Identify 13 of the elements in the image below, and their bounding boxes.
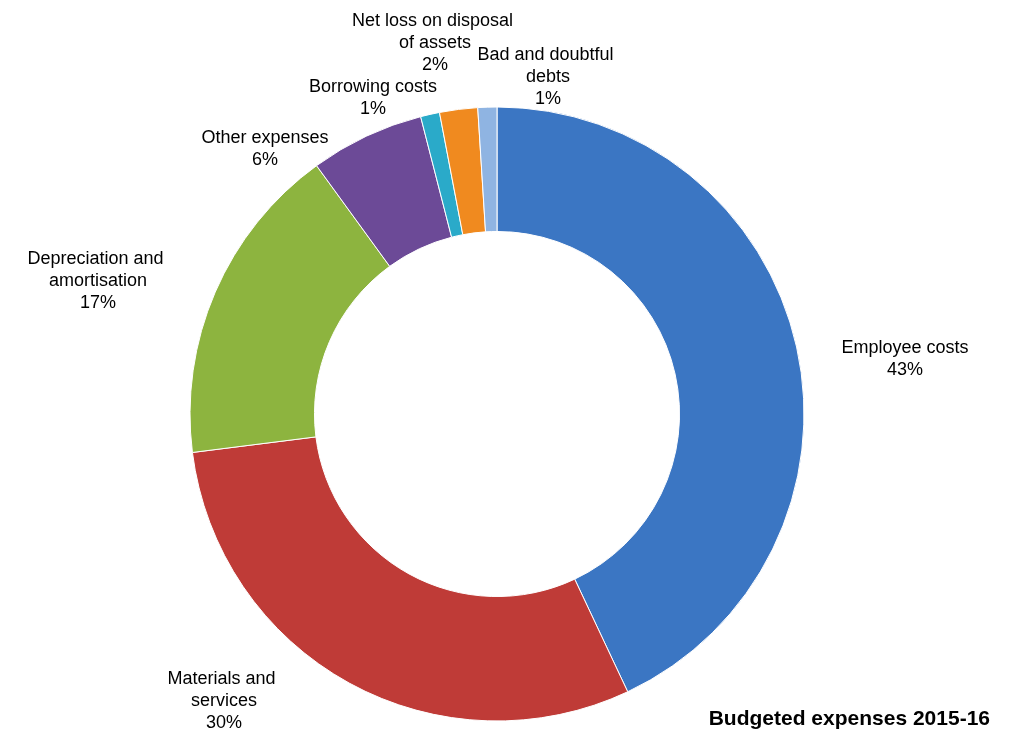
data-label: 6% [251, 149, 279, 169]
data-label: 30% [205, 712, 243, 732]
data-label: 17% [79, 292, 117, 312]
text: Budgeted expenses 2015-16 [708, 706, 990, 729]
data-label: 43% [886, 359, 924, 379]
slice-label: Depreciation and amortisation [27, 248, 169, 290]
data-label: 1% [359, 98, 387, 118]
slice-label: Materials and services [167, 668, 281, 710]
data-label: 1% [534, 88, 562, 108]
slice-label: Other expenses [201, 127, 329, 147]
slice-label: Employee costs [841, 337, 969, 357]
data-label: 2% [421, 54, 449, 74]
slice-label: Borrowing costs [308, 76, 438, 96]
